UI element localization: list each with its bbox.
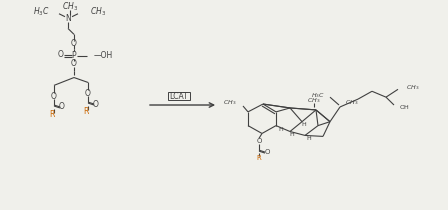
Text: O: O bbox=[71, 39, 77, 48]
Text: O: O bbox=[85, 89, 91, 98]
Text: O: O bbox=[264, 149, 270, 155]
Text: O: O bbox=[51, 92, 57, 101]
Text: R: R bbox=[83, 107, 89, 116]
Text: O: O bbox=[256, 138, 262, 144]
Text: O: O bbox=[59, 102, 65, 112]
Text: $\mathit{CH_3}$: $\mathit{CH_3}$ bbox=[406, 83, 419, 92]
Text: OH: OH bbox=[400, 105, 410, 110]
Text: O: O bbox=[71, 59, 77, 68]
Text: H: H bbox=[302, 122, 306, 127]
Text: P: P bbox=[72, 51, 76, 60]
Text: H: H bbox=[279, 127, 284, 132]
Text: R: R bbox=[257, 155, 261, 161]
Text: $\mathit{H_3C}$: $\mathit{H_3C}$ bbox=[33, 5, 50, 18]
Text: $\mathit{CH_3}$: $\mathit{CH_3}$ bbox=[307, 96, 321, 105]
Text: O: O bbox=[58, 50, 64, 59]
Text: $\mathit{CH_3}$: $\mathit{CH_3}$ bbox=[223, 98, 236, 106]
Text: —OH: —OH bbox=[94, 51, 113, 60]
Text: H: H bbox=[289, 132, 294, 137]
Text: $\mathit{CH_3}$: $\mathit{CH_3}$ bbox=[90, 5, 106, 18]
Text: R: R bbox=[49, 110, 55, 119]
Text: $\mathit{CH_3}$: $\mathit{CH_3}$ bbox=[62, 1, 78, 13]
Text: H: H bbox=[306, 136, 311, 141]
Bar bbox=[168, 92, 190, 100]
Text: O: O bbox=[93, 100, 99, 109]
Text: $\mathit{CH_3}$: $\mathit{CH_3}$ bbox=[345, 98, 358, 106]
Text: LCAT: LCAT bbox=[170, 92, 188, 101]
Text: $\mathit{H_3C}$: $\mathit{H_3C}$ bbox=[311, 91, 325, 100]
Text: N: N bbox=[65, 14, 71, 23]
